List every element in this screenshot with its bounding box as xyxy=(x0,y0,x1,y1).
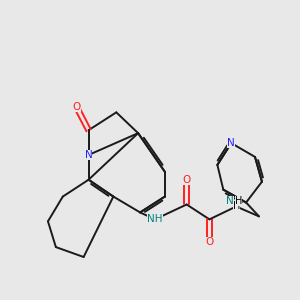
Text: O: O xyxy=(205,237,214,247)
Text: H: H xyxy=(235,196,242,206)
Text: O: O xyxy=(73,102,81,112)
Text: N: N xyxy=(227,138,235,148)
Text: N: N xyxy=(85,150,92,160)
Text: H: H xyxy=(232,202,240,212)
Text: O: O xyxy=(182,175,191,185)
Text: NH: NH xyxy=(147,214,163,224)
Text: N: N xyxy=(226,196,233,206)
